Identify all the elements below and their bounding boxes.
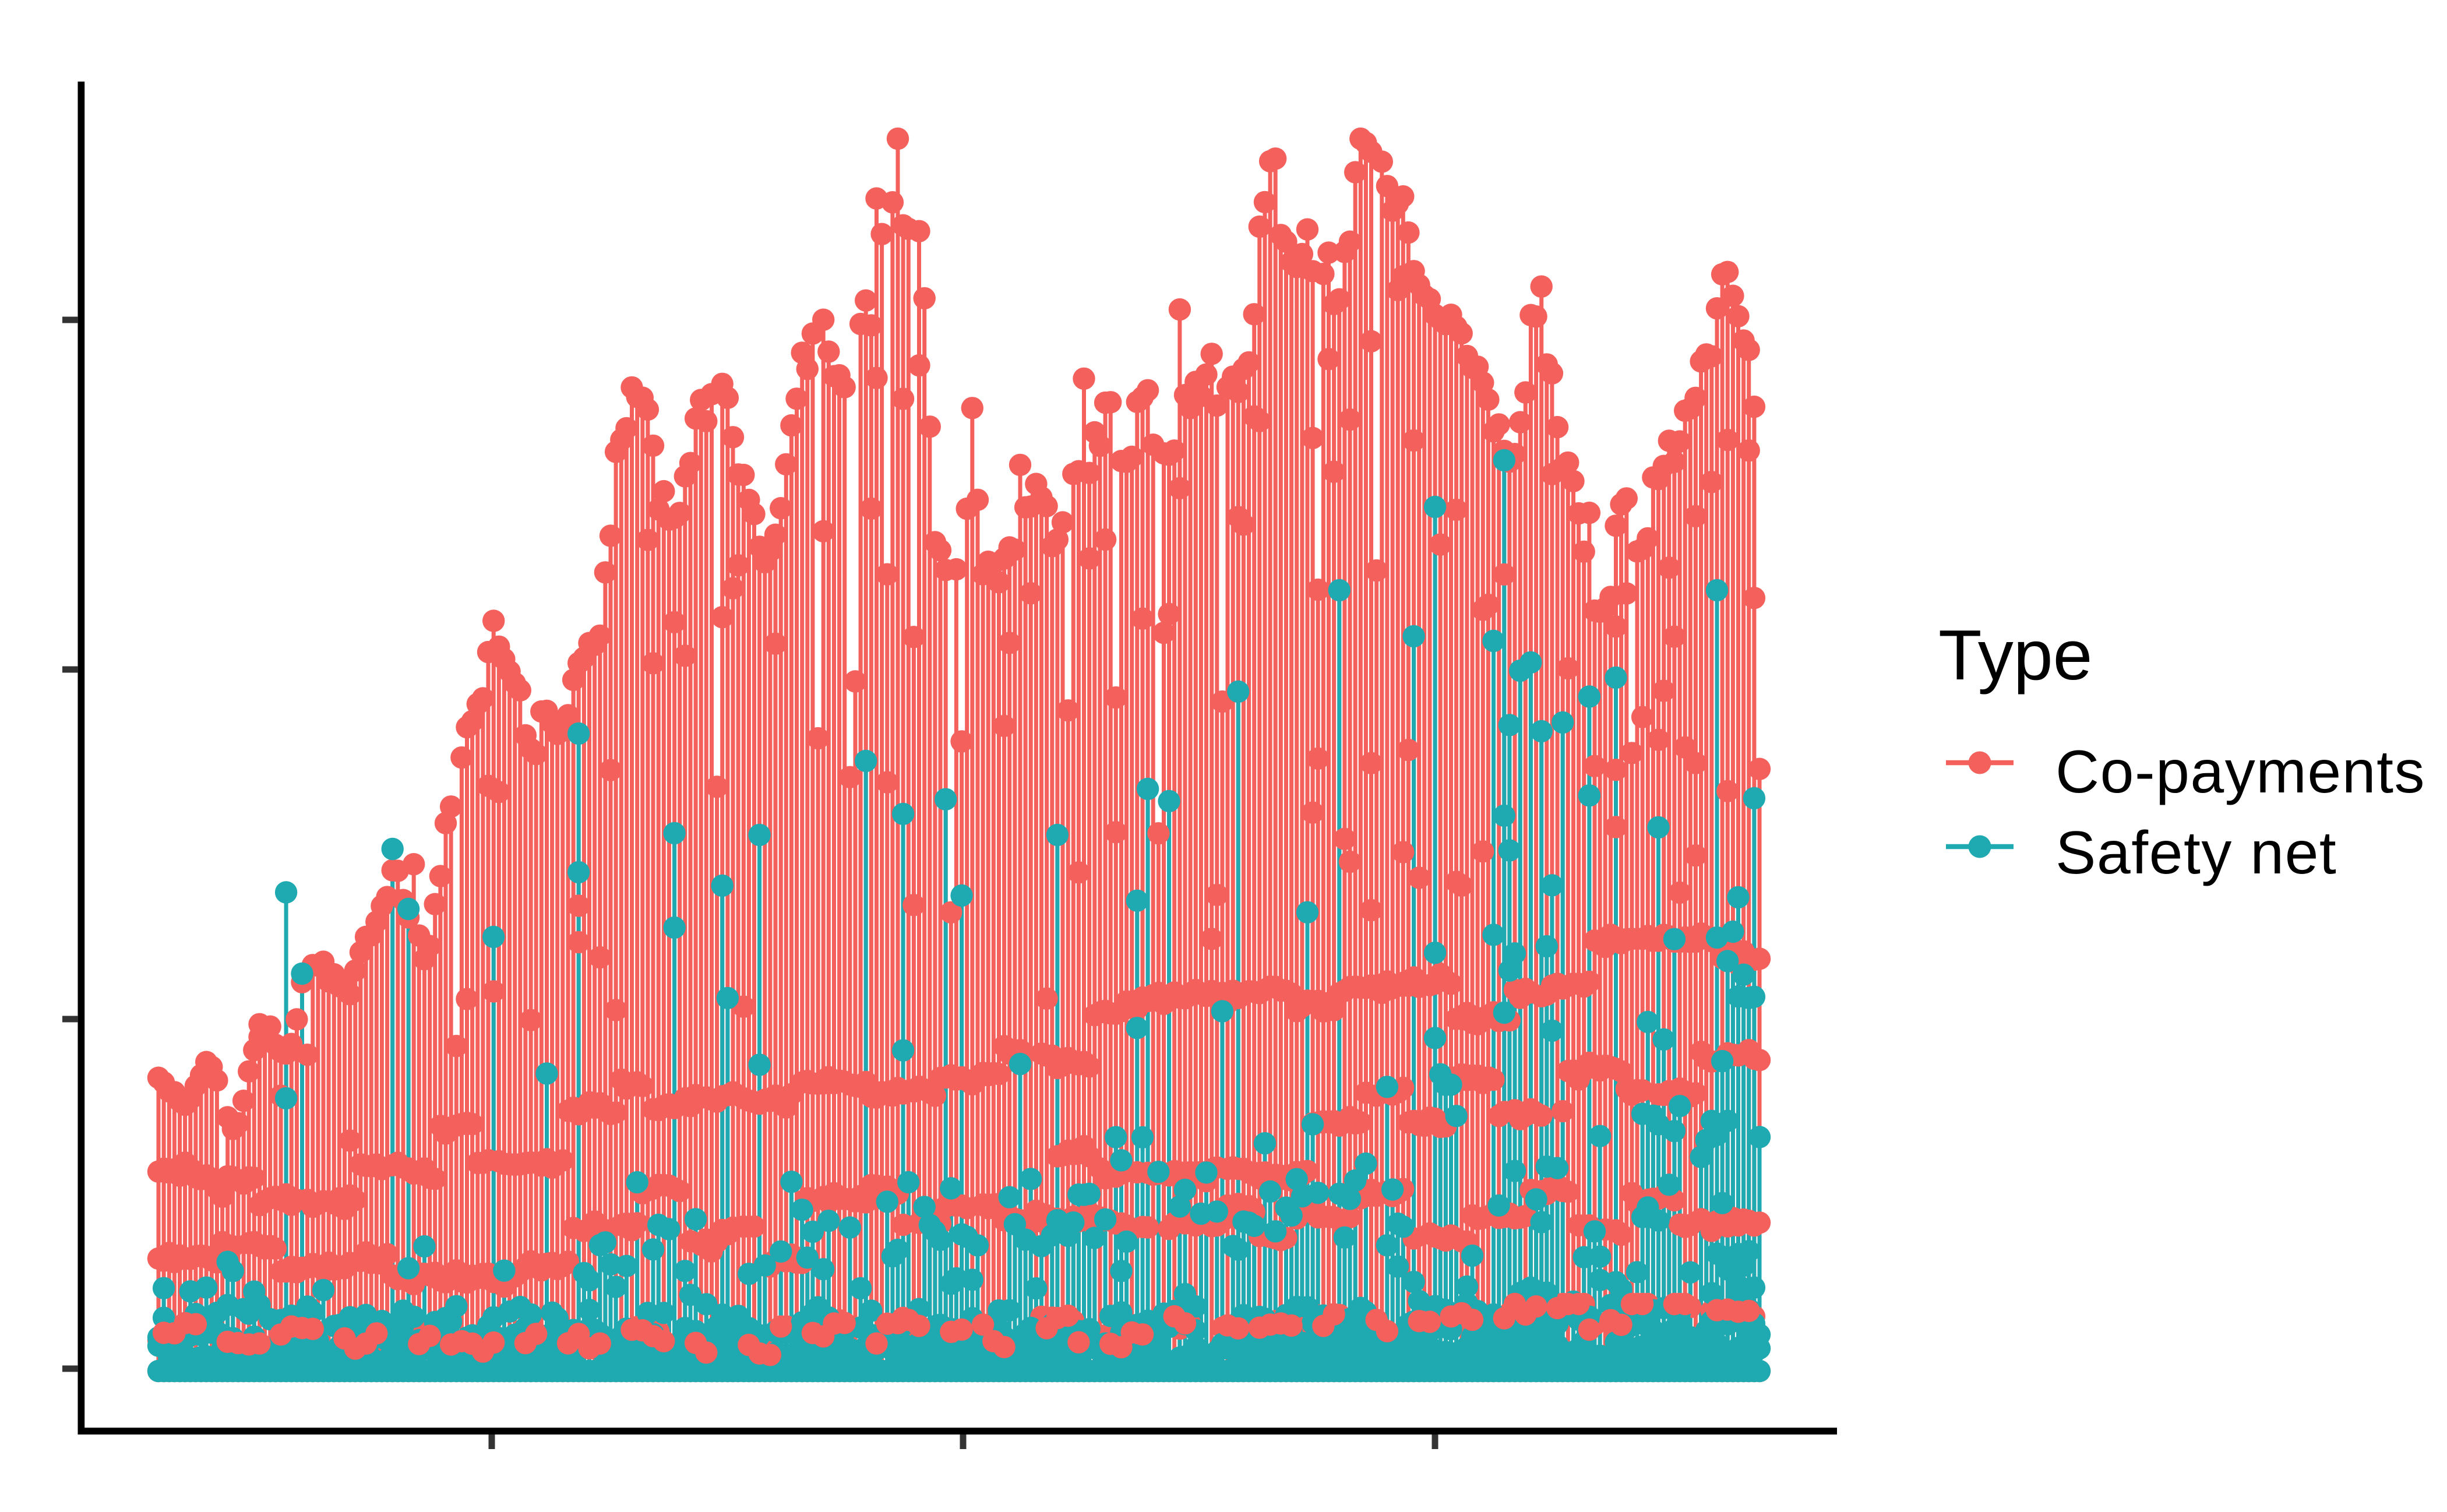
svg-text:Safety net: Safety net	[2055, 819, 2337, 887]
svg-text:Type: Type	[1938, 615, 2093, 695]
svg-text:Co-payments: Co-payments	[2055, 738, 2425, 806]
